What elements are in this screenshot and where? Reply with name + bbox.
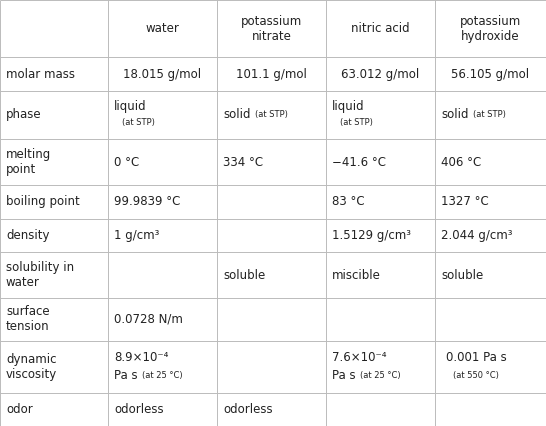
Text: 56.105 g/mol: 56.105 g/mol xyxy=(452,68,530,81)
Text: 334 °C: 334 °C xyxy=(223,155,263,169)
Text: 1327 °C: 1327 °C xyxy=(441,196,489,208)
Text: 1.5129 g/cm³: 1.5129 g/cm³ xyxy=(332,229,411,242)
Text: (at STP): (at STP) xyxy=(122,118,155,127)
Text: odor: odor xyxy=(6,403,33,416)
Text: nitric acid: nitric acid xyxy=(351,22,410,35)
Text: (at 550 °C): (at 550 °C) xyxy=(453,371,499,380)
Text: 406 °C: 406 °C xyxy=(441,155,481,169)
Text: 83 °C: 83 °C xyxy=(332,196,365,208)
Text: Pa s: Pa s xyxy=(332,369,355,382)
Text: liquid: liquid xyxy=(332,101,365,113)
Text: solubility in
water: solubility in water xyxy=(6,261,74,289)
Text: 0 °C: 0 °C xyxy=(114,155,139,169)
Text: (at STP): (at STP) xyxy=(255,110,288,119)
Text: 8.9×10⁻⁴: 8.9×10⁻⁴ xyxy=(114,351,168,364)
Text: molar mass: molar mass xyxy=(6,68,75,81)
Text: (at STP): (at STP) xyxy=(340,118,373,127)
Text: soluble: soluble xyxy=(223,268,265,282)
Text: 101.1 g/mol: 101.1 g/mol xyxy=(236,68,307,81)
Text: solid: solid xyxy=(441,108,468,121)
Text: melting
point: melting point xyxy=(6,148,51,176)
Text: boiling point: boiling point xyxy=(6,196,80,208)
Text: solid: solid xyxy=(223,108,251,121)
Text: potassium
hydroxide: potassium hydroxide xyxy=(460,15,521,43)
Text: 0.001 Pa s: 0.001 Pa s xyxy=(446,351,507,364)
Text: phase: phase xyxy=(6,108,41,121)
Text: density: density xyxy=(6,229,50,242)
Text: −41.6 °C: −41.6 °C xyxy=(332,155,386,169)
Text: liquid: liquid xyxy=(114,101,147,113)
Text: surface
tension: surface tension xyxy=(6,305,50,334)
Text: soluble: soluble xyxy=(441,268,483,282)
Text: 7.6×10⁻⁴: 7.6×10⁻⁴ xyxy=(332,351,387,364)
Text: water: water xyxy=(146,22,180,35)
Text: 2.044 g/cm³: 2.044 g/cm³ xyxy=(441,229,513,242)
Text: (at 25 °C): (at 25 °C) xyxy=(142,371,182,380)
Text: (at 25 °C): (at 25 °C) xyxy=(360,371,401,380)
Text: odorless: odorless xyxy=(114,403,164,416)
Text: 0.0728 N/m: 0.0728 N/m xyxy=(114,313,183,326)
Text: odorless: odorless xyxy=(223,403,272,416)
Text: dynamic
viscosity: dynamic viscosity xyxy=(6,353,57,381)
Text: miscible: miscible xyxy=(332,268,381,282)
Text: 18.015 g/mol: 18.015 g/mol xyxy=(123,68,201,81)
Text: (at STP): (at STP) xyxy=(473,110,506,119)
Text: potassium
nitrate: potassium nitrate xyxy=(241,15,302,43)
Text: 99.9839 °C: 99.9839 °C xyxy=(114,196,180,208)
Text: 1 g/cm³: 1 g/cm³ xyxy=(114,229,159,242)
Text: 63.012 g/mol: 63.012 g/mol xyxy=(341,68,420,81)
Text: Pa s: Pa s xyxy=(114,369,138,382)
